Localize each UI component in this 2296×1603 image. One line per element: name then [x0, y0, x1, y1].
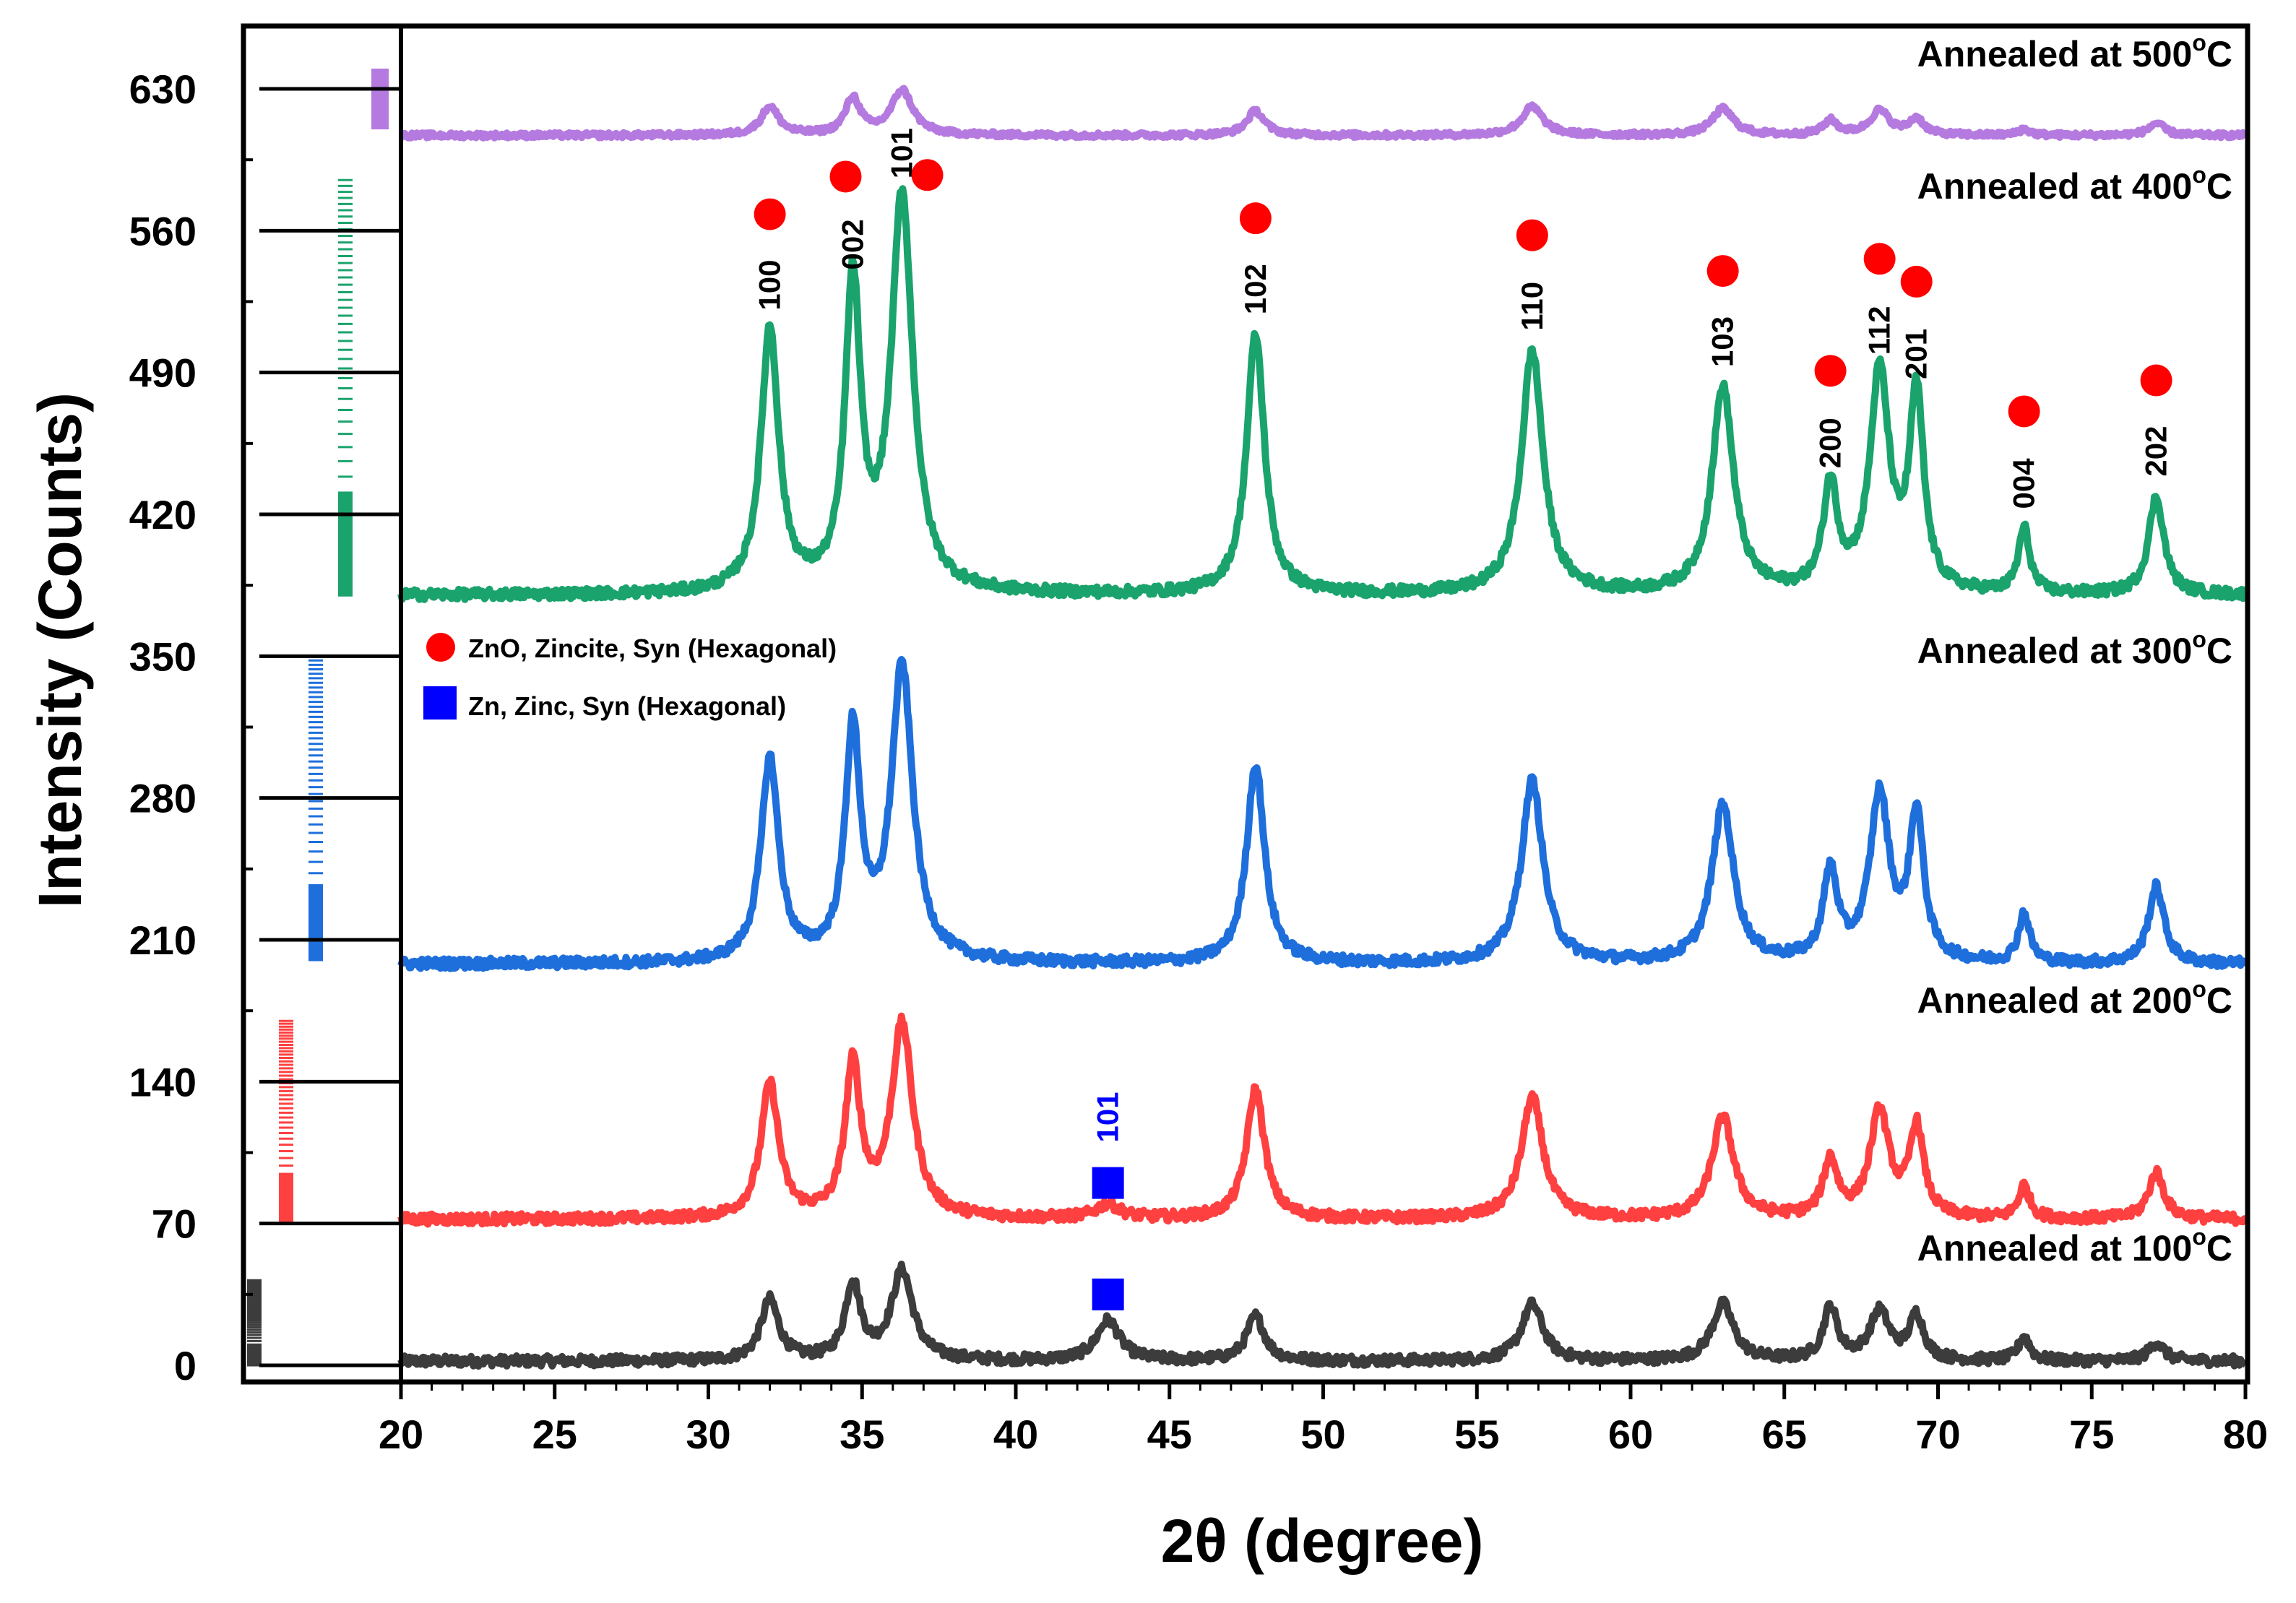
reference-sticks-400C [338, 178, 353, 597]
x-tick-label-50: 50 [1300, 1412, 1345, 1457]
zno-marker-202 [2140, 364, 2172, 397]
zno-marker-002 [829, 160, 862, 193]
zno-marker-100 [754, 198, 786, 230]
curve-label-100C: Annealed at 100oC [1917, 1224, 2232, 1269]
y-tick-label-70: 70 [152, 1201, 197, 1247]
hkl-label-112: 112 [1863, 306, 1896, 355]
hkl-label-004: 004 [2007, 458, 2041, 509]
legend: ZnO, Zincite, Syn (Hexagonal) Zn, Zinc, S… [423, 633, 837, 721]
series-line-400C [397, 185, 2249, 603]
reference-block [338, 491, 353, 596]
y-tick-label-630: 630 [129, 66, 197, 112]
hkl-label-202: 202 [2139, 425, 2173, 476]
plot-frame [241, 23, 2250, 1385]
x-tick-label-25: 25 [532, 1412, 577, 1457]
legend-zn-marker [423, 686, 457, 720]
hkl-label-201: 201 [1899, 329, 1933, 379]
reference-sticks-100C [247, 1279, 262, 1367]
x-tick-label-65: 65 [1762, 1412, 1807, 1457]
series-line-100C [397, 1261, 2248, 1370]
reference-sticks-200C [279, 1019, 293, 1225]
reference-block [247, 1344, 262, 1365]
zno-marker-004 [2008, 395, 2040, 428]
x-tick-label-80: 80 [2223, 1412, 2268, 1457]
hkl-label-200: 200 [1813, 418, 1847, 468]
reference-block-500C [371, 68, 389, 130]
x-tick-label-70: 70 [1915, 1412, 1960, 1457]
zno-marker-201 [1900, 265, 1933, 298]
zn-hkl-label-101: 101 [1091, 1092, 1125, 1142]
plot-layer: Annealed at 100oC Annealed at 200oC Anneal… [247, 30, 2249, 1370]
hkl-label-100: 100 [753, 259, 787, 310]
legend-zno-marker [426, 633, 455, 662]
y-tick-label-350: 350 [129, 634, 197, 679]
x-tick-label-55: 55 [1454, 1412, 1499, 1457]
hkl-label-102: 102 [1238, 264, 1272, 314]
hkl-label-110: 110 [1515, 282, 1549, 331]
zno-marker-102 [1239, 202, 1272, 235]
reference-sticks-500C [371, 68, 389, 130]
series-line-500C [398, 85, 2248, 142]
curve-label-500C: Annealed at 500oC [1917, 30, 2232, 74]
y-axis-title: Intensity (Counts) [26, 392, 94, 908]
y-tick-label-560: 560 [129, 208, 197, 254]
reference-block [279, 1172, 293, 1224]
legend-zno-label: ZnO, Zincite, Syn (Hexagonal) [468, 634, 837, 663]
y-tick-label-420: 420 [129, 492, 197, 537]
y-tick-label-0: 0 [174, 1343, 197, 1388]
x-tick-label-30: 30 [686, 1412, 730, 1457]
zno-marker-103 [1706, 255, 1739, 288]
zno-marker-112 [1863, 243, 1896, 275]
curve-label-400C: Annealed at 400oC [1917, 162, 2232, 207]
curve-label-200C: Annealed at 200oC [1917, 976, 2232, 1021]
zn-marker-100C [1092, 1278, 1124, 1310]
zno-marker-110 [1516, 219, 1548, 251]
curve-label-300C: Annealed at 300oC [1917, 626, 2232, 671]
hkl-label-002: 002 [835, 219, 869, 269]
series-line-200C [397, 1012, 2249, 1228]
zn-marker-200C [1092, 1167, 1124, 1199]
reference-sticks-300C [308, 654, 323, 962]
x-tick-label-45: 45 [1147, 1412, 1192, 1457]
series-line-300C [397, 656, 2249, 972]
y-tick-label-280: 280 [129, 776, 197, 821]
y-tick-label-490: 490 [129, 350, 197, 396]
legend-zn-label: Zn, Zinc, Syn (Hexagonal) [468, 691, 786, 721]
x-tick-label-60: 60 [1608, 1412, 1653, 1457]
y-tick-label-210: 210 [129, 917, 197, 963]
axes-layer: 0 70 140 210 280 350 420 490 560 630 20 25 30 35 40 45 5… [129, 66, 2269, 1457]
x-tick-label-40: 40 [993, 1412, 1038, 1457]
reference-block [308, 883, 323, 961]
zno-marker-200 [1814, 355, 1847, 387]
y-tick-label-140: 140 [129, 1059, 197, 1105]
zno-marker-101 [911, 159, 944, 191]
x-axis-title: 2θ (degree) [1161, 1507, 1484, 1575]
x-tick-label-20: 20 [379, 1412, 423, 1457]
hkl-label-103: 103 [1706, 316, 1740, 367]
x-tick-label-35: 35 [840, 1412, 884, 1457]
x-tick-label-75: 75 [2069, 1412, 2114, 1457]
